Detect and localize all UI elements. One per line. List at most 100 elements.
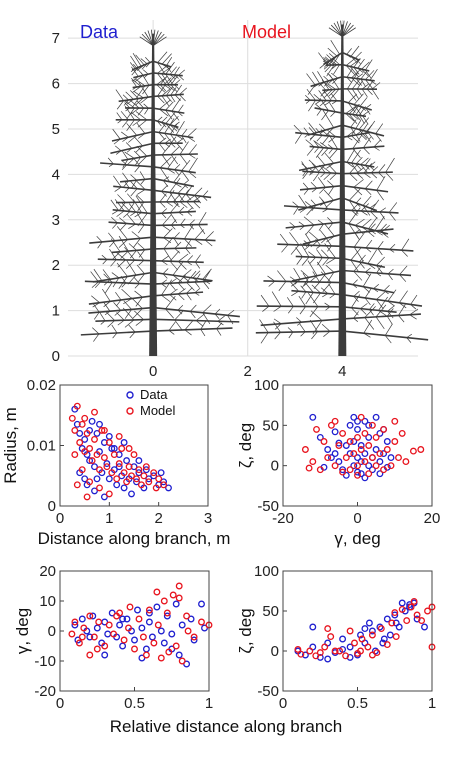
data-point <box>361 417 369 425</box>
twig <box>330 88 340 99</box>
branch <box>299 184 343 191</box>
model-point <box>368 631 376 639</box>
branch <box>108 221 154 227</box>
twig <box>103 302 111 312</box>
x-tick-label: 0 <box>279 695 287 712</box>
y-tick-label: 5 <box>52 121 60 138</box>
twig <box>328 148 334 154</box>
branch <box>342 63 370 72</box>
twig <box>109 240 116 248</box>
x-tick-label: 0 <box>56 510 64 527</box>
twig <box>102 288 111 302</box>
twig <box>364 297 371 306</box>
twig <box>115 150 122 155</box>
twig <box>126 123 137 136</box>
twig <box>185 239 192 249</box>
twig <box>157 51 168 63</box>
twig <box>186 195 196 202</box>
model-point <box>327 633 335 641</box>
twig <box>186 287 193 294</box>
twig <box>311 204 317 212</box>
twig <box>363 332 371 338</box>
data-point <box>100 493 108 501</box>
twig <box>358 129 368 139</box>
twig <box>322 282 332 292</box>
twig <box>323 189 334 201</box>
twig <box>360 308 367 315</box>
twig <box>323 172 332 181</box>
twig <box>373 139 381 148</box>
twig <box>398 290 408 304</box>
twig <box>346 131 354 137</box>
twig <box>365 104 372 109</box>
branch <box>153 280 212 285</box>
model-point <box>361 429 369 437</box>
model-point <box>383 446 391 453</box>
twig <box>101 254 108 260</box>
twig <box>114 310 122 316</box>
twig <box>378 296 388 311</box>
model-point <box>368 421 376 429</box>
twig <box>187 128 197 138</box>
twig <box>351 68 362 79</box>
twig <box>327 83 336 90</box>
model-point <box>380 466 388 474</box>
twig <box>352 279 358 285</box>
twig <box>112 128 121 140</box>
twig <box>129 179 138 189</box>
x-tick-label: 1 <box>205 695 213 712</box>
twig <box>359 97 368 107</box>
twig <box>159 167 170 182</box>
model-point <box>324 454 332 462</box>
twig <box>145 56 151 63</box>
trunk <box>338 24 347 357</box>
data-point <box>100 439 108 446</box>
twig <box>130 107 140 115</box>
data-point <box>380 450 388 458</box>
model-point <box>339 429 347 437</box>
twig <box>356 80 363 90</box>
twig <box>354 58 361 65</box>
data-point <box>142 466 150 474</box>
twig <box>135 157 141 166</box>
twig <box>169 212 178 224</box>
twig <box>175 120 185 136</box>
twig <box>306 146 315 156</box>
twig <box>193 201 201 209</box>
twig <box>186 261 192 266</box>
twig <box>326 54 332 60</box>
model-point <box>313 425 320 433</box>
twig <box>136 264 145 274</box>
twig <box>351 203 359 211</box>
data-point <box>135 469 143 477</box>
twig <box>294 278 301 285</box>
twig <box>166 95 172 102</box>
twig <box>299 306 306 315</box>
twig <box>110 259 117 267</box>
twig <box>177 111 183 117</box>
model-point <box>68 414 76 422</box>
twig <box>324 60 330 68</box>
twig <box>322 166 332 174</box>
twig <box>169 288 178 295</box>
twig <box>327 222 334 230</box>
twig <box>126 98 134 105</box>
twig <box>375 133 382 142</box>
twig <box>170 146 180 155</box>
twig <box>116 262 128 277</box>
model-point <box>78 633 86 641</box>
twig <box>383 284 390 291</box>
branch <box>342 160 375 168</box>
twig <box>350 45 360 57</box>
twig <box>361 88 368 98</box>
data-point <box>175 651 183 659</box>
twig <box>302 182 309 190</box>
twig <box>319 187 326 194</box>
twig <box>184 320 194 331</box>
twig <box>116 226 128 240</box>
twig <box>302 171 309 179</box>
twig <box>311 331 318 340</box>
twig <box>163 176 170 181</box>
twig <box>359 261 365 269</box>
data-point <box>327 454 335 462</box>
